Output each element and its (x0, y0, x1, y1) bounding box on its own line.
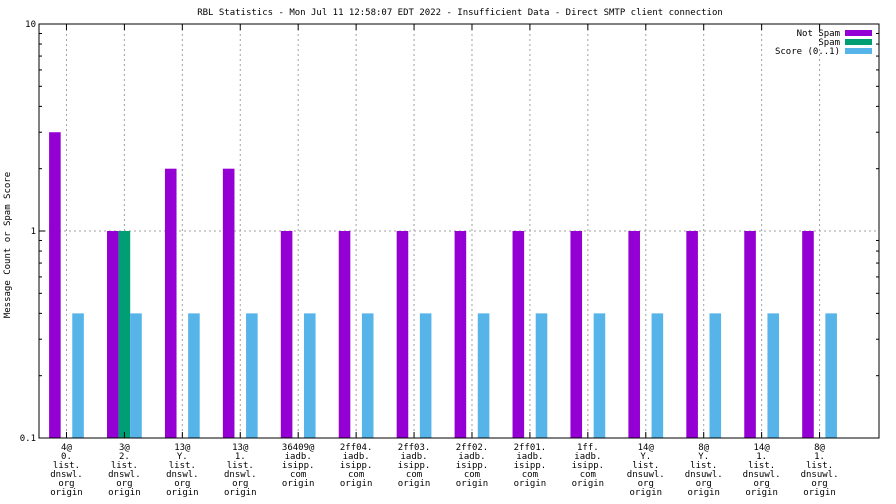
bar-score-0-1 (419, 313, 432, 438)
bar-not-spam (222, 168, 235, 438)
bar-score-0-1 (767, 313, 780, 438)
legend-swatch (845, 30, 872, 36)
y-axis-label: Message Count or Spam Score (3, 172, 13, 318)
bar-score-0-1 (188, 313, 200, 438)
legend-label: Spam (818, 38, 840, 48)
x-tick-label: 13@ 1. list. dnswl. org origin (224, 443, 257, 498)
chart-title: RBL Statistics - Mon Jul 11 12:58:07 EDT… (197, 8, 723, 18)
bar-not-spam (164, 168, 177, 438)
bar-score-0-1 (825, 313, 837, 438)
x-tick-label: 4@ 0. list. dnswl. org origin (50, 443, 83, 498)
bar-score-0-1 (246, 313, 258, 438)
y-tick-label: 1 (31, 227, 36, 237)
bar-not-spam (744, 231, 756, 438)
bar-spam (118, 231, 131, 438)
legend-swatch (845, 48, 872, 54)
x-tick-label: 2ff04. iadb. isipp. com origin (340, 443, 373, 489)
x-tick-label: 2ff03. iadb. isipp. com origin (398, 443, 431, 489)
bar-not-spam (570, 231, 583, 438)
legend-label: Score (0..1) (775, 47, 840, 57)
bar-score-0-1 (303, 313, 316, 438)
bar-not-spam (512, 231, 525, 438)
x-tick-label: 8@ 1. list. dnsuwl. org origin (801, 443, 839, 498)
x-tick-label: 36409@ iadb. isipp. com origin (282, 443, 315, 489)
x-tick-label: 2ff01. iadb. isipp. com origin (514, 443, 547, 489)
bar-score-0-1 (130, 313, 142, 438)
bar-not-spam (628, 231, 640, 438)
y-tick-label: 0.1 (20, 434, 36, 444)
bars-layer (49, 132, 837, 438)
bar-not-spam (49, 132, 61, 438)
x-tick-label: 13@ Y. list. dnswl. org origin (166, 443, 199, 498)
legend-label: Not Spam (797, 29, 840, 39)
bar-not-spam (802, 231, 814, 438)
bar-score-0-1 (651, 313, 664, 438)
legend-swatch (845, 39, 872, 45)
bar-not-spam (686, 231, 698, 438)
x-tick-label: 3@ 2. list. dnswl. org origin (108, 443, 141, 498)
bar-score-0-1 (709, 313, 722, 438)
x-tick-label: 1ff. iadb. isipp. com origin (572, 443, 605, 489)
bar-score-0-1 (593, 313, 606, 438)
bar-not-spam (338, 231, 351, 438)
bar-score-0-1 (535, 313, 548, 438)
bar-score-0-1 (477, 313, 490, 438)
y-tick-label: 10 (25, 20, 36, 30)
bar-score-0-1 (72, 313, 84, 438)
x-axis-ticks: 4@ 0. list. dnswl. org origin 3@ 2. list. dnswl. o… (50, 24, 839, 498)
bar-not-spam (454, 231, 467, 438)
y-axis-ticks: 0.1 1 10 (20, 20, 879, 444)
x-tick-label: 8@ Y. list. dnsuwl. org origin (685, 443, 723, 498)
bar-not-spam (396, 231, 409, 438)
bar-not-spam (280, 231, 293, 438)
x-tick-label: 14@ Y. list. dnsuwl. org origin (627, 443, 665, 498)
bar-score-0-1 (361, 313, 374, 438)
x-tick-label: 14@ 1. list. dnsuwl. org origin (743, 443, 781, 498)
x-tick-label: 2ff02. iadb. isipp. com origin (456, 443, 489, 489)
bar-not-spam (107, 231, 119, 438)
